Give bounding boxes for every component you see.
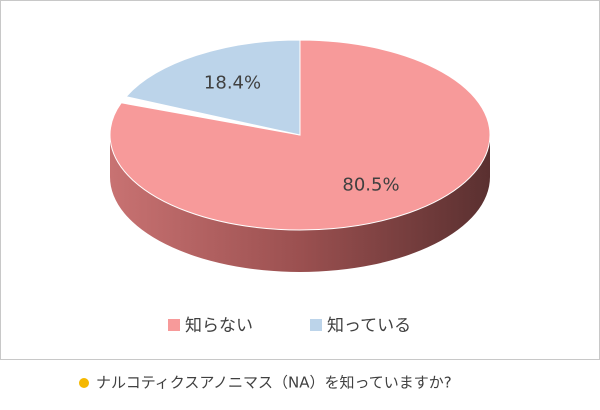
legend-swatch: [310, 319, 322, 331]
caption: ナルコティクスアノニマス（NA）を知っていますか?: [96, 374, 452, 392]
bullet: [79, 378, 89, 388]
legend-label: 知らない: [185, 316, 253, 336]
data-label: 80.5%: [342, 175, 399, 196]
pie-slice: [125, 39, 301, 136]
legend-swatch: [168, 319, 180, 331]
legend-label: 知っている: [327, 316, 411, 336]
data-label: 18.4%: [204, 72, 261, 93]
pie-side: [110, 135, 490, 272]
